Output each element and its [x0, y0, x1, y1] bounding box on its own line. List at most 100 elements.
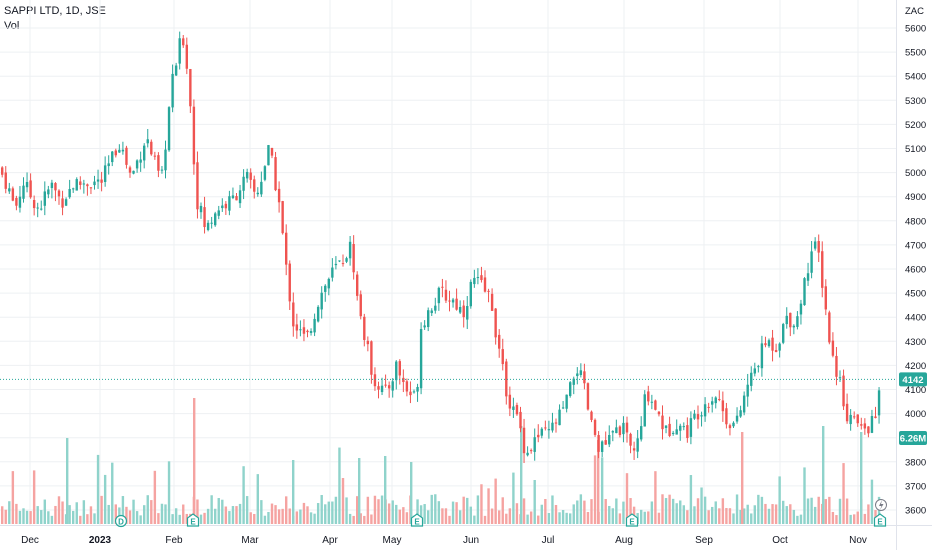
earnings-marker[interactable]: E	[410, 513, 424, 527]
volume-bar	[529, 511, 533, 524]
volume-bar	[675, 503, 678, 524]
volume-bar	[281, 508, 284, 524]
candle	[121, 141, 125, 155]
candle	[125, 145, 128, 169]
volume-bar	[824, 499, 827, 524]
volume-bar	[277, 509, 281, 524]
svg-text:4142: 4142	[902, 375, 923, 386]
candle	[597, 431, 600, 459]
candle	[842, 369, 845, 411]
svg-text:E: E	[877, 518, 883, 527]
volume-bar	[398, 509, 401, 524]
candle	[185, 37, 188, 75]
volume-indicator-label[interactable]: Vol	[4, 20, 20, 32]
candle	[82, 179, 86, 194]
volume-bar	[57, 496, 61, 524]
earnings-marker[interactable]: E	[186, 513, 200, 527]
candle	[128, 165, 132, 178]
candle	[561, 401, 565, 410]
candle	[86, 183, 89, 196]
volume-bar	[334, 496, 338, 524]
candle	[789, 312, 792, 337]
volume-bar	[796, 515, 799, 524]
volume-bar	[164, 504, 167, 524]
volume-bar	[338, 447, 341, 524]
axis-badges: 4142 6.26M	[899, 372, 927, 445]
volume-bar	[778, 476, 781, 524]
volume-bar	[483, 515, 487, 524]
svg-text:D: D	[118, 518, 124, 527]
candle	[792, 324, 796, 335]
volume-bar	[576, 500, 579, 524]
candle	[29, 173, 32, 199]
volume-bar	[316, 503, 320, 524]
candle	[611, 430, 614, 442]
candle	[249, 168, 252, 189]
volume-bar	[402, 507, 405, 524]
candle	[728, 423, 732, 436]
candle	[721, 391, 725, 422]
time-axis[interactable]: Dec 2023 Feb Mar Apr May Jun Jul Aug Sep Oct Nov	[0, 525, 932, 547]
volume-bar	[803, 467, 806, 524]
grid	[0, 0, 896, 525]
volume-bar	[242, 466, 245, 524]
candle	[498, 329, 501, 358]
volume-bar	[245, 496, 249, 524]
candle	[331, 258, 334, 282]
volume-bar	[285, 496, 288, 524]
candle	[750, 366, 753, 392]
earnings-marker[interactable]: E	[873, 513, 887, 527]
volume-bar	[363, 515, 366, 524]
volume-bar	[160, 503, 164, 524]
candle	[817, 234, 820, 263]
lightning-icon[interactable]	[875, 499, 887, 511]
candle	[395, 360, 398, 390]
volume-bar	[494, 478, 497, 524]
volume-bar	[324, 504, 327, 524]
volume-bar	[696, 498, 700, 524]
volume-bar	[586, 511, 590, 524]
volume-bar	[196, 499, 199, 524]
candle	[292, 292, 295, 337]
volume-bar	[359, 513, 362, 524]
volume-bar	[260, 500, 263, 524]
candle	[32, 195, 36, 216]
volume-bar	[608, 505, 611, 524]
candle	[196, 151, 199, 219]
volume-bar	[47, 511, 50, 524]
candle	[469, 279, 472, 309]
candle	[242, 169, 245, 200]
volume-bar	[405, 512, 409, 524]
volume-bar	[451, 501, 455, 524]
candles	[1, 31, 881, 464]
volume-bar	[380, 495, 384, 524]
volume-bar	[54, 505, 57, 524]
dividend-marker[interactable]: D	[114, 514, 128, 528]
volume-bar	[79, 515, 82, 524]
volume-bar	[490, 508, 494, 524]
volume-bar	[231, 506, 235, 524]
volume-bar	[615, 498, 618, 524]
price-axis[interactable]: 5600 5500 5400 5300 5200 5100 5000 4900 4800 4700…	[896, 0, 927, 550]
volume-bar	[600, 457, 604, 524]
volume-bar	[185, 513, 188, 524]
volume-bar	[274, 505, 277, 524]
earnings-marker[interactable]: E	[625, 513, 639, 527]
volume-bar	[583, 500, 586, 524]
candle	[103, 156, 107, 187]
candle	[476, 268, 480, 285]
candle	[466, 296, 469, 330]
x-tick-label: Jun	[463, 535, 479, 546]
volume-bar	[593, 455, 597, 524]
candle	[206, 220, 210, 232]
volume-bar	[249, 512, 252, 524]
volume-bar	[441, 508, 444, 524]
volume-bar	[792, 509, 796, 524]
candle	[277, 181, 281, 213]
candle	[47, 185, 50, 199]
volume-bar	[799, 514, 803, 524]
candle	[235, 192, 238, 201]
volume-bar	[263, 515, 267, 524]
currency-label[interactable]: ZAC	[905, 6, 924, 17]
